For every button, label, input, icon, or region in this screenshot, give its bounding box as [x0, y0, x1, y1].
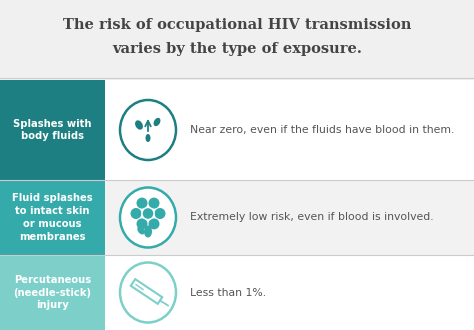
- Ellipse shape: [120, 100, 176, 160]
- Text: The risk of occupational HIV transmission: The risk of occupational HIV transmissio…: [63, 18, 411, 32]
- Ellipse shape: [144, 225, 152, 238]
- Text: Splashes with
body fluids: Splashes with body fluids: [13, 118, 92, 141]
- Text: Near zero, even if the fluids have blood in them.: Near zero, even if the fluids have blood…: [190, 125, 455, 135]
- Bar: [0, 255, 105, 330]
- Bar: [0, 80, 105, 180]
- Bar: [0, 180, 105, 255]
- Text: varies by the type of exposure.: varies by the type of exposure.: [112, 42, 362, 56]
- Circle shape: [137, 218, 147, 229]
- Circle shape: [155, 208, 165, 219]
- Circle shape: [148, 218, 159, 229]
- Ellipse shape: [135, 120, 143, 130]
- Circle shape: [148, 198, 159, 209]
- Ellipse shape: [146, 134, 151, 142]
- Bar: [105, 80, 474, 180]
- Text: Extremely low risk, even if blood is involved.: Extremely low risk, even if blood is inv…: [190, 213, 434, 222]
- Ellipse shape: [120, 187, 176, 248]
- Bar: [105, 180, 474, 255]
- Text: Percutaneous
(needle-stick)
injury: Percutaneous (needle-stick) injury: [13, 275, 91, 310]
- Circle shape: [137, 198, 147, 209]
- Circle shape: [130, 208, 142, 219]
- Bar: [131, 279, 162, 304]
- Circle shape: [142, 208, 154, 219]
- Ellipse shape: [137, 227, 145, 234]
- Text: Fluid splashes
to intact skin
or mucous
membranes: Fluid splashes to intact skin or mucous …: [12, 193, 93, 242]
- Bar: [105, 255, 474, 330]
- Ellipse shape: [154, 118, 160, 126]
- Ellipse shape: [120, 262, 176, 322]
- Text: Less than 1%.: Less than 1%.: [190, 287, 266, 298]
